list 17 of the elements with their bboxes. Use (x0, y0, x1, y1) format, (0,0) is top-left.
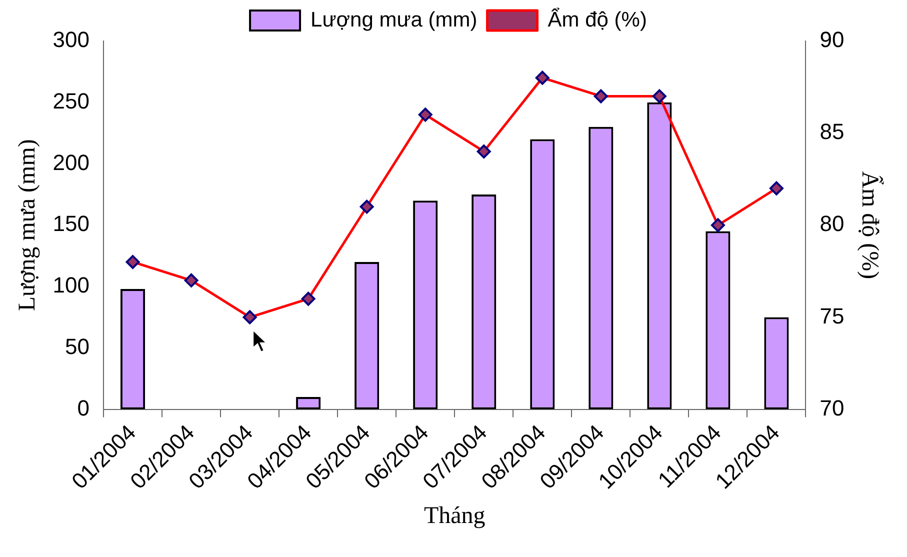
y2-tick-label: 70 (820, 395, 844, 420)
y-tick-label: 150 (52, 211, 90, 236)
y2-tick-label: 75 (820, 303, 844, 328)
legend-label: Ẩm độ (%) (548, 7, 647, 32)
y2-tick-label: 80 (820, 211, 844, 236)
y-axis-title: Lượng mưa (mm) (14, 139, 41, 312)
y2-tick-label: 85 (820, 119, 844, 144)
y-tick-label: 50 (65, 334, 90, 359)
y-tick-label: 0 (77, 395, 90, 420)
y-tick-label: 200 (52, 150, 90, 175)
x-axis-title: Tháng (424, 502, 486, 529)
legend-label: Lượng mưa (mm) (310, 8, 478, 32)
y-tick-label: 300 (52, 27, 90, 52)
y-tick-label: 100 (52, 272, 90, 298)
y-tick-label: 250 (52, 88, 90, 114)
y2-axis-title: Ẩm độ (%) (856, 171, 884, 280)
y2-tick-label: 90 (820, 27, 844, 52)
